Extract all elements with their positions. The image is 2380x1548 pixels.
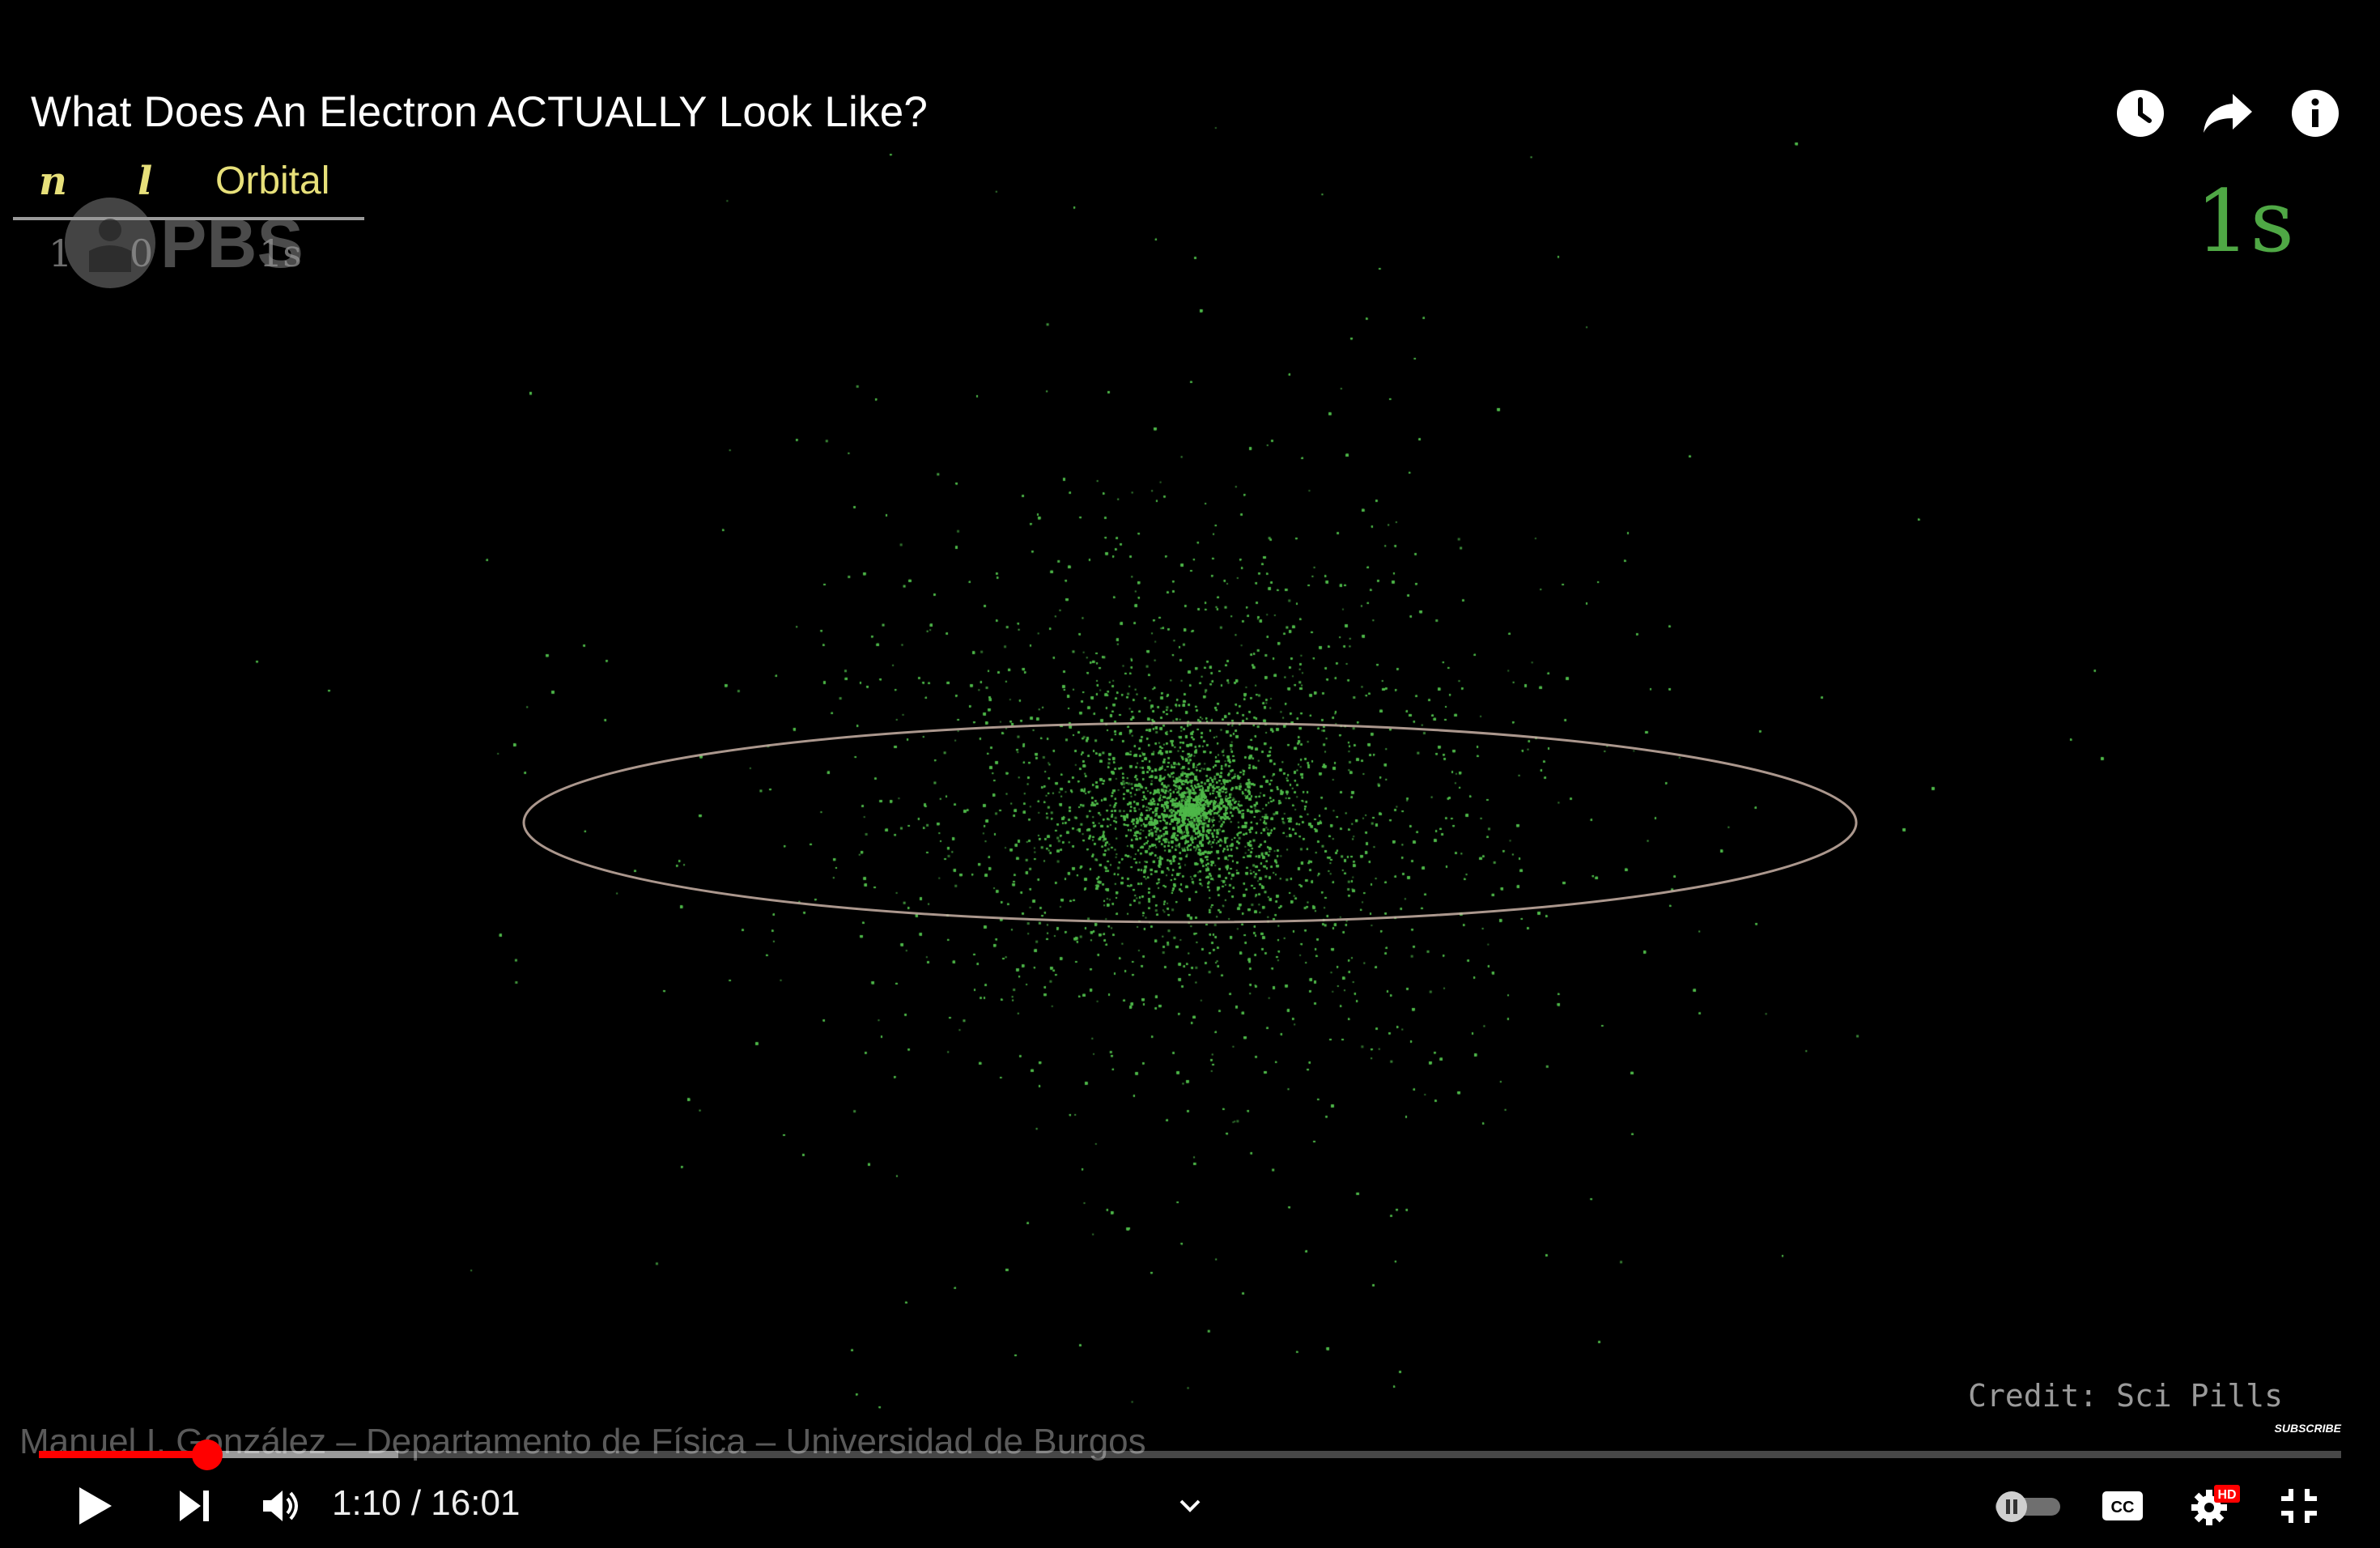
table-cell-orbital: 1s xyxy=(259,232,302,275)
next-button[interactable] xyxy=(172,1474,217,1538)
watch-later-icon[interactable] xyxy=(2114,87,2166,139)
time-display: 1:10 / 16:01 xyxy=(332,1483,521,1523)
orbital-label: 1s xyxy=(2195,172,2294,271)
chevron-down-button[interactable] xyxy=(1172,1474,1208,1538)
progress-played xyxy=(39,1451,207,1458)
player-controls: CC HD xyxy=(0,1474,2380,1538)
video-title[interactable]: What Does An Electron ACTUALLY Look Like… xyxy=(31,88,929,136)
svg-text:CC: CC xyxy=(2111,1499,2135,1516)
play-button[interactable] xyxy=(70,1474,121,1538)
captions-button[interactable]: CC xyxy=(2098,1474,2147,1538)
next-icon xyxy=(180,1491,209,1521)
autoplay-toggle[interactable] xyxy=(1993,1474,2063,1538)
table-rule xyxy=(13,217,364,220)
table-header-orbital: Orbital xyxy=(215,159,330,202)
share-icon[interactable] xyxy=(2202,87,2254,139)
hd-badge xyxy=(2214,1485,2240,1503)
exit-fullscreen-icon xyxy=(2281,1489,2317,1523)
table-header-n: n xyxy=(39,159,67,204)
top-actions xyxy=(2114,87,2341,139)
info-icon[interactable] xyxy=(2289,87,2341,139)
play-icon xyxy=(79,1487,112,1525)
pbs-watermark-text: PBS xyxy=(160,205,304,283)
volume-button[interactable] xyxy=(257,1474,306,1538)
chevron-down-icon xyxy=(1179,1499,1201,1512)
hd-badge-text: HD xyxy=(2217,1488,2236,1502)
cc-icon: CC xyxy=(2102,1491,2143,1520)
table-header-l: l xyxy=(138,159,153,204)
settings-icon: HD xyxy=(2191,1485,2240,1525)
credit-text: Credit: Sci Pills xyxy=(1968,1378,2283,1414)
progress-bar[interactable] xyxy=(39,1451,2341,1458)
progress-scrubber[interactable] xyxy=(191,1440,223,1470)
pbs-logo: PBS xyxy=(65,198,304,288)
settings-button[interactable]: HD xyxy=(2186,1474,2244,1538)
autoplay-toggle-icon xyxy=(1995,1491,2060,1522)
table-cell-n: 1 xyxy=(49,232,73,275)
subscribe-watermark[interactable]: SUBSCRIBE xyxy=(2274,1422,2341,1435)
table-cell-l: 0 xyxy=(130,232,153,275)
exit-fullscreen-button[interactable] xyxy=(2275,1474,2323,1538)
volume-icon xyxy=(263,1491,298,1521)
orbit-ring xyxy=(522,721,1858,924)
